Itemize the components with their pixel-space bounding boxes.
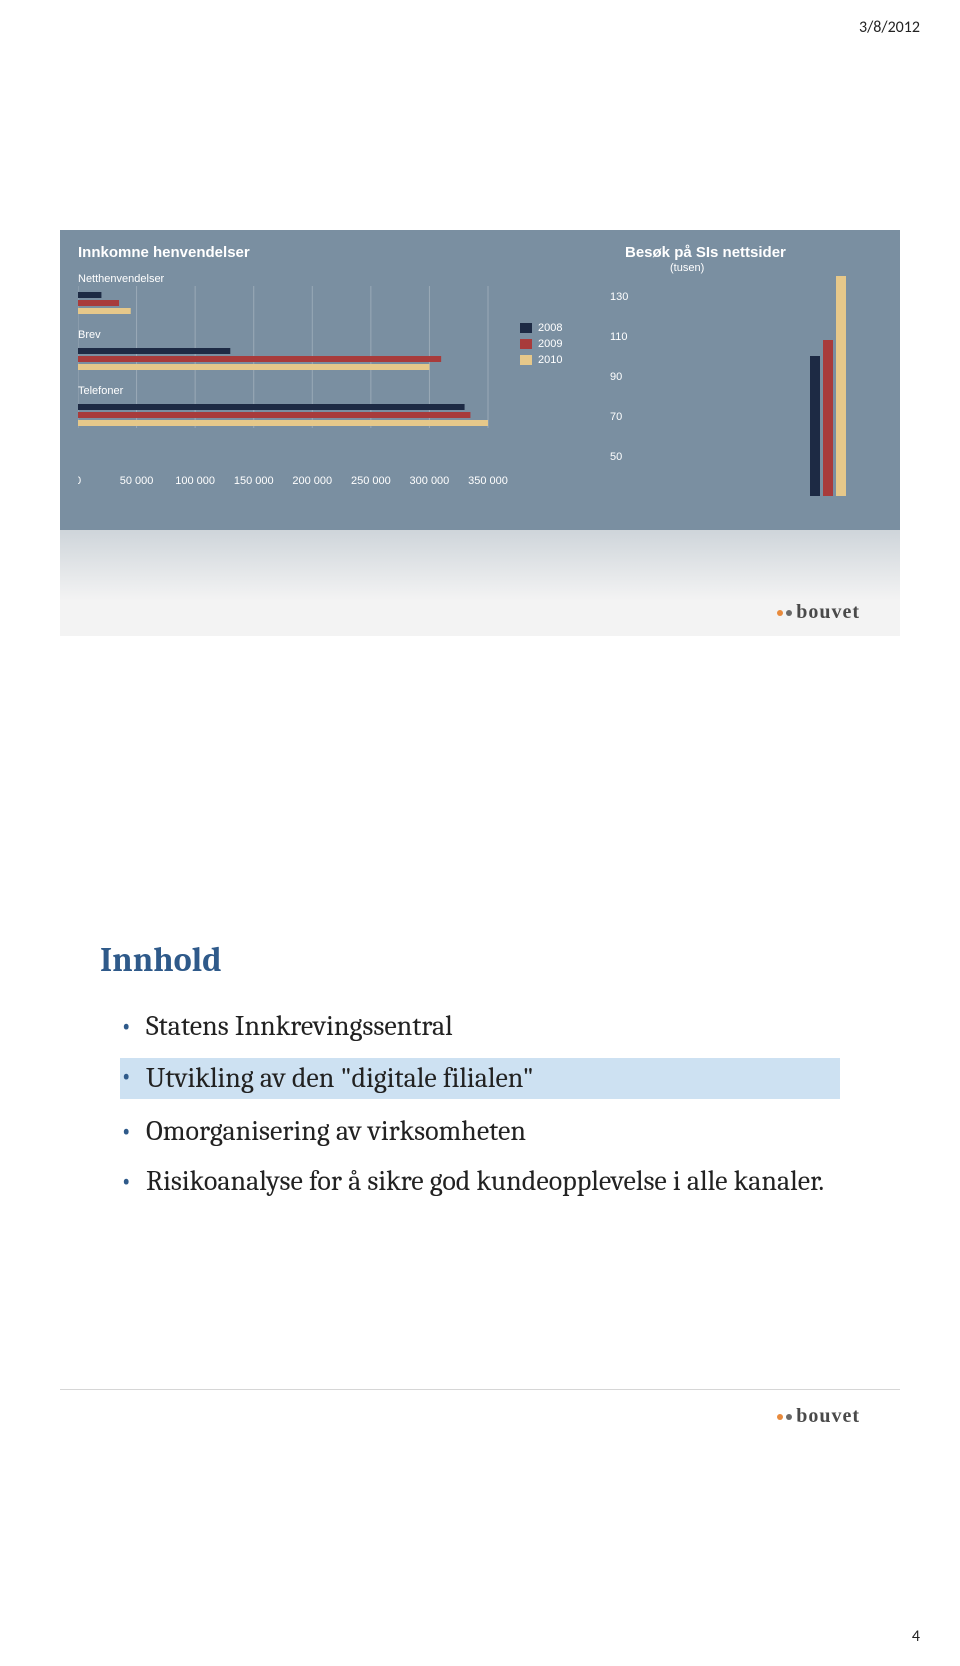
legend-swatch [520,323,532,333]
brand-text: bouvet [796,601,860,623]
brand-text: bouvet [796,1405,860,1427]
hbar [78,420,488,426]
chart-band: Innkomne henvendelser Besøk på SIs netts… [60,230,900,530]
legend-item: 2008 [520,320,562,336]
agenda-list: Statens Innkrevingssentral Utvikling av d… [120,1008,900,1200]
agenda-heading: Innhold [100,940,900,980]
group-label: Telefoner [78,385,124,397]
chart-legend: 2008 2009 2010 [520,320,562,368]
legend-swatch [520,339,532,349]
chart-title-right: Besøk på SIs nettsider [625,244,786,261]
page: 3/8/2012 4 Innkomne henvendelser Besøk p… [0,0,960,1666]
chart-title-left: Innkomne henvendelser [78,244,250,261]
hbar [78,348,230,354]
vbar [810,356,820,496]
hbar [78,308,131,314]
x-tick-label: 350 000 [468,475,508,487]
vbar [836,276,846,496]
hbar [78,300,119,306]
legend-swatch [520,355,532,365]
legend-label: 2010 [538,354,562,366]
brand-logo: bouvet [777,1405,860,1428]
hbar [78,412,470,418]
y-tick-label: 70 [610,411,622,423]
hbar [78,364,429,370]
footer-divider [60,1389,900,1390]
x-tick-label: 300 000 [410,475,450,487]
agenda-item: Statens Innkrevingssentral [120,1008,900,1044]
y-tick-label: 110 [610,331,628,343]
x-tick-label: 150 000 [234,475,274,487]
agenda-item: Risikoanalyse for å sikre god kundeopple… [120,1163,900,1199]
page-number: 4 [912,1627,920,1646]
legend-label: 2008 [538,322,562,334]
x-tick-label: 0 [78,475,81,487]
legend-label: 2009 [538,338,562,350]
legend-item: 2009 [520,336,562,352]
x-tick-label: 50 000 [120,475,154,487]
agenda-item: Omorganisering av virksomheten [120,1113,900,1149]
y-tick-label: 90 [610,371,622,383]
x-tick-label: 200 000 [292,475,332,487]
slide-charts: Innkomne henvendelser Besøk på SIs netts… [60,230,900,636]
vbar-chart: 50 70 90 110 130 [600,270,880,506]
page-date: 3/8/2012 [859,18,920,37]
agenda-item: Utvikling av den "digitale filialen" [120,1058,840,1098]
chart-reflection [60,530,900,600]
y-tick-label: 50 [610,451,622,463]
hbar [78,356,441,362]
hbar [78,404,465,410]
hbar [78,292,101,298]
hbar-chart: 0 50 000 100 000 150 000 200 000 250 000 300 0… [78,272,508,502]
vbar [823,340,833,496]
x-tick-label: 250 000 [351,475,391,487]
brand-logo: bouvet [777,601,860,624]
legend-item: 2010 [520,352,562,368]
y-tick-label: 130 [610,291,628,303]
group-label: Netthenvendelser [78,273,165,285]
x-tick-label: 100 000 [175,475,215,487]
slide-agenda: Innhold Statens Innkrevingssentral Utvikl… [60,880,900,1440]
group-label: Brev [78,329,101,341]
